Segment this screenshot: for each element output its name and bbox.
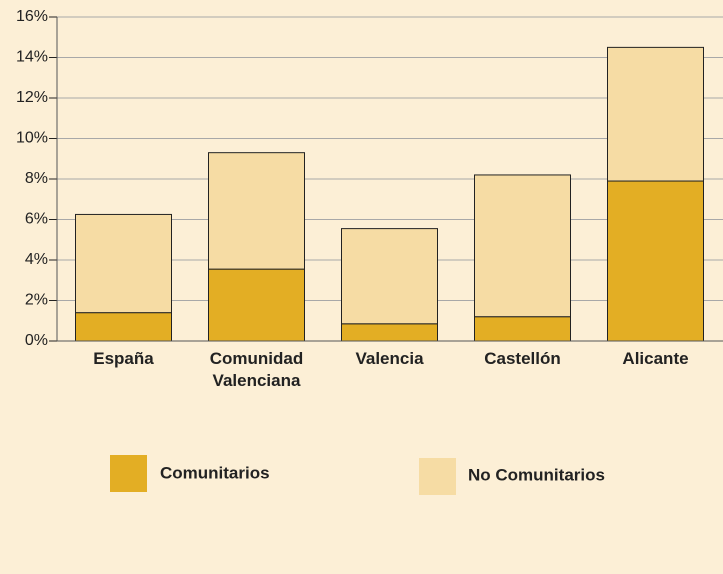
bar-segment	[607, 180, 704, 342]
y-tick-label: 0%	[25, 332, 48, 349]
y-tick-label: 14%	[16, 49, 48, 66]
bar-segment	[75, 312, 172, 342]
legend-swatch	[110, 455, 147, 492]
bar-segment	[208, 268, 305, 342]
x-tick-label: España	[93, 349, 154, 368]
legend-label: No Comunitarios	[468, 465, 605, 484]
x-tick-label: Castellón	[484, 349, 561, 368]
legend-swatch	[419, 458, 456, 495]
y-tick-label: 8%	[25, 170, 48, 187]
bar-segment	[341, 228, 438, 325]
bar-segment	[474, 316, 571, 342]
bar-segment	[75, 213, 172, 314]
bar-segment	[607, 46, 704, 182]
y-tick-label: 10%	[16, 130, 48, 147]
y-tick-label: 6%	[25, 211, 48, 228]
x-tick-label: Valencia	[355, 349, 424, 368]
legend-label: Comunitarios	[160, 463, 270, 482]
y-tick-label: 12%	[16, 89, 48, 106]
x-tick-label: Alicante	[622, 349, 689, 368]
bar-segment	[208, 152, 305, 270]
bar-segment	[341, 323, 438, 342]
bar-segment	[474, 174, 571, 318]
x-tick-label: Comunidad Valenciana	[209, 349, 304, 390]
y-tick-label: 4%	[25, 251, 48, 268]
y-tick-label: 2%	[25, 292, 48, 309]
y-tick-label: 16%	[16, 8, 48, 25]
